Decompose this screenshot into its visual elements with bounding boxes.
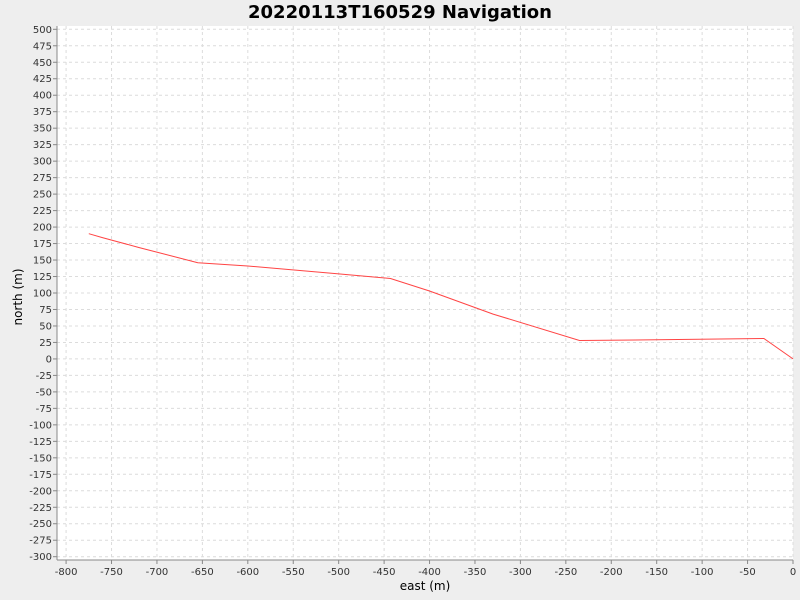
series-layer (88, 233, 794, 360)
x-axis-label: east (m) (400, 579, 451, 593)
y-tick-label: -275 (29, 536, 52, 547)
x-tick-label: -150 (645, 567, 668, 578)
y-tick-label: -100 (29, 420, 52, 431)
y-tick-label: 275 (33, 173, 52, 184)
y-tick-label: -225 (29, 503, 52, 514)
chart-title: 20220113T160529 Navigation (248, 2, 552, 23)
y-tick-label: 100 (33, 289, 52, 300)
y-tick-label: 375 (33, 107, 52, 118)
y-tick-label: -300 (29, 552, 52, 563)
y-tick-label: 500 (33, 25, 52, 36)
y-tick-label: -50 (36, 387, 52, 398)
series-line (88, 233, 794, 360)
y-tick-label: 350 (33, 124, 52, 135)
y-tick-label: 175 (33, 239, 52, 250)
y-tick-label: 300 (33, 157, 52, 168)
y-tick-label: -25 (36, 371, 52, 382)
y-tick-label: -200 (29, 486, 52, 497)
tick-layer: -800 -750 -700 -650 -600 -550 -500 -450 -400 -350… (29, 25, 796, 578)
y-tick-label: 475 (33, 41, 52, 52)
x-tick-label: -250 (554, 567, 577, 578)
y-tick-label: -175 (29, 470, 52, 481)
y-tick-label: -75 (36, 404, 52, 415)
y-tick-label: 75 (39, 305, 52, 316)
x-tick-label: -100 (691, 567, 714, 578)
y-tick-label: -150 (29, 453, 52, 464)
x-tick-label: -450 (373, 567, 396, 578)
y-tick-label: 200 (33, 223, 52, 234)
x-tick-label: 0 (790, 567, 796, 578)
y-tick-label: 250 (33, 190, 52, 201)
x-tick-label: -650 (191, 567, 214, 578)
x-tick-label: -200 (600, 567, 623, 578)
y-tick-label: 325 (33, 140, 52, 151)
y-tick-label: -250 (29, 519, 52, 530)
x-tick-label: -800 (55, 567, 78, 578)
y-tick-label: 50 (39, 321, 52, 332)
x-tick-label: -600 (236, 567, 259, 578)
y-tick-label: 400 (33, 91, 52, 102)
x-tick-label: -700 (146, 567, 169, 578)
y-tick-label: 425 (33, 74, 52, 85)
y-tick-label: -125 (29, 437, 52, 448)
grid-layer (57, 26, 794, 560)
x-tick-label: -300 (509, 567, 532, 578)
x-tick-label: -500 (327, 567, 350, 578)
x-tick-label: -350 (464, 567, 487, 578)
y-tick-label: 450 (33, 58, 52, 69)
x-tick-label: -550 (282, 567, 305, 578)
y-tick-label: 225 (33, 206, 52, 217)
y-tick-label: 25 (39, 338, 52, 349)
x-tick-label: -400 (418, 567, 441, 578)
y-tick-label: 0 (46, 354, 52, 365)
x-tick-label: -750 (100, 567, 123, 578)
y-tick-label: 150 (33, 256, 52, 267)
y-tick-label: 125 (33, 272, 52, 283)
y-axis-label: north (m) (11, 268, 25, 325)
x-tick-label: -50 (739, 567, 755, 578)
